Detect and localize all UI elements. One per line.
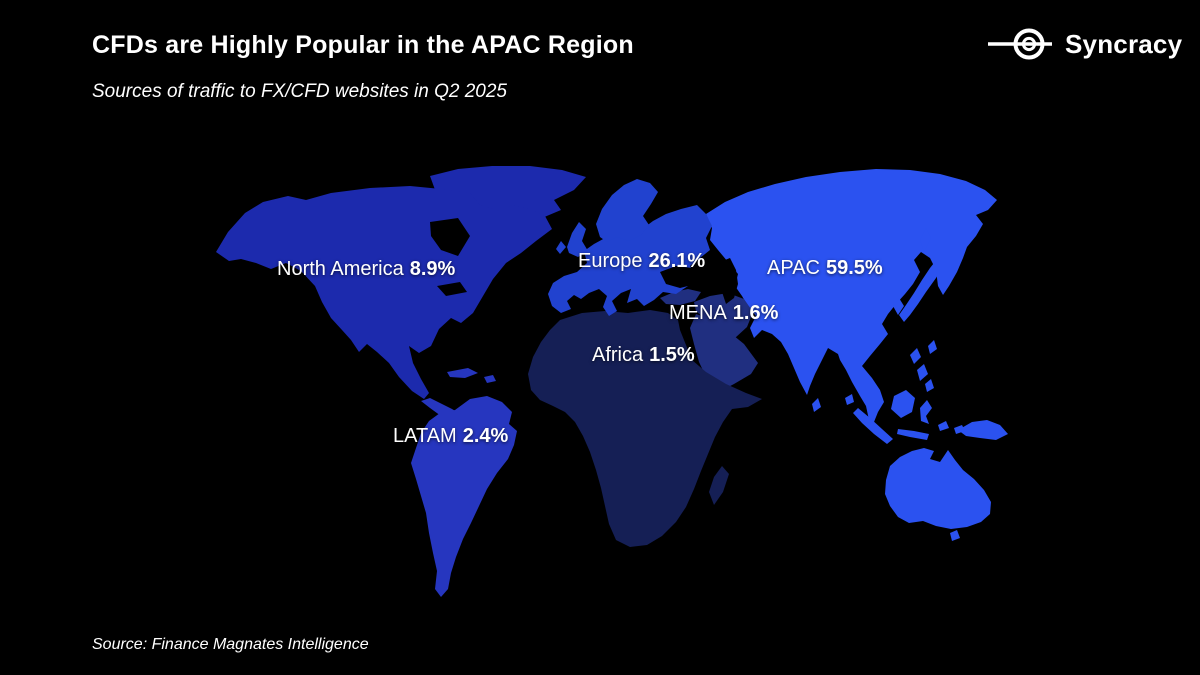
region-value-label: 59.5% [825, 257, 883, 279]
region-name-label: Africa [592, 344, 644, 366]
region-value-label: 1.5% [649, 344, 695, 366]
java-island [897, 429, 929, 440]
korea-peninsula [893, 298, 904, 315]
map-label-latam: LATAM 2.4% [393, 424, 508, 448]
region-apac [706, 169, 1008, 541]
brand-logo: Syncracy [986, 24, 1182, 64]
sakhalin-island [920, 228, 931, 252]
region-name-label: LATAM [393, 425, 457, 447]
region-north-america [216, 166, 586, 399]
region-name-label: APAC [767, 257, 820, 279]
britain-island [567, 222, 588, 257]
region-name-label: MENA [669, 302, 727, 324]
page-title: CFDs are Highly Popular in the APAC Regi… [92, 31, 634, 59]
sumatra-island [853, 408, 893, 444]
region-africa [528, 310, 762, 547]
region-name-label: Europe [578, 250, 643, 272]
madagascar-island [709, 466, 729, 505]
region-name-label: North America [277, 258, 404, 280]
africa-mainland [528, 310, 762, 547]
tasmania-island [950, 530, 960, 541]
caspian-sea [718, 258, 738, 304]
philippines-island-2 [917, 364, 928, 381]
page-subtitle: Sources of traffic to FX/CFD websites in… [92, 81, 508, 102]
hispaniola-island [484, 375, 496, 383]
taiwan-island [928, 340, 937, 354]
brand-name: Syncracy [1065, 28, 1183, 59]
map-label-north-america: North America 8.9% [277, 257, 455, 281]
anatolia [660, 289, 701, 305]
scandinavia [596, 179, 658, 242]
north-america-mainland [216, 186, 552, 399]
philippines-island-1 [910, 348, 921, 364]
sulawesi-island [920, 400, 932, 424]
great-lakes [437, 282, 467, 296]
map-label-africa: Africa 1.5% [592, 343, 695, 367]
hudson-bay [430, 218, 470, 256]
levant-iran [694, 293, 753, 338]
sri-lanka-island [812, 398, 821, 412]
ireland-island [556, 241, 566, 254]
region-value-label: 8.9% [409, 258, 456, 280]
borneo-island [891, 390, 915, 418]
region-value-label: 2.4% [462, 425, 509, 447]
australia-mainland [885, 448, 991, 529]
region-europe [548, 179, 712, 316]
black-sea [660, 266, 702, 288]
source-note: Source: Finance Magnates Intelligence [92, 636, 369, 653]
map-label-europe: Europe 26.1% [578, 249, 705, 273]
syncracy-logomark-icon [988, 28, 1052, 60]
map-label-apac: APAC 59.5% [767, 256, 883, 280]
cuba-island [447, 368, 478, 378]
map-label-mena: MENA 1.6% [669, 301, 778, 325]
south-america [411, 396, 517, 597]
europe-mainland [548, 205, 712, 316]
new-guinea-island [958, 420, 1008, 440]
philippines-island-3 [925, 379, 934, 392]
lesser-sunda-islands [938, 421, 949, 431]
region-value-label: 26.1% [648, 250, 706, 272]
region-latam [411, 368, 517, 597]
japan-islands [899, 258, 944, 322]
hainan-island [845, 394, 854, 405]
region-value-label: 1.6% [732, 302, 779, 324]
inland-seas [430, 218, 738, 304]
